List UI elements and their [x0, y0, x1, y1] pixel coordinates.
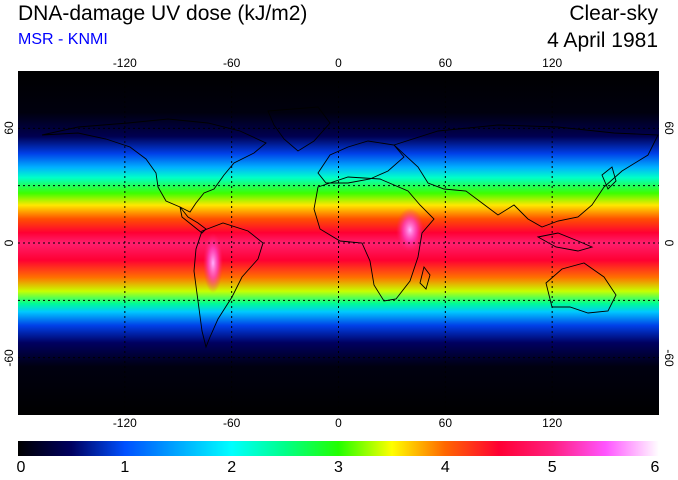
east-africa-hotspot [396, 208, 424, 252]
top-tick-label: -120 [112, 56, 137, 70]
map-title: DNA-damage UV dose (kJ/m2) [18, 2, 308, 25]
left-tick-label: 0 [2, 239, 16, 247]
sky-condition-label: Clear-sky [569, 2, 658, 25]
right-tick-label: 60 [662, 121, 676, 136]
central-america-coast [179, 206, 207, 234]
andes-hotspot [203, 233, 223, 293]
colorbar-label: 3 [334, 459, 343, 476]
japan-coast [601, 166, 617, 190]
colorbar-label: 6 [650, 459, 660, 476]
date-label: 4 April 1981 [547, 29, 658, 52]
top-tick-label: 60 [438, 56, 453, 70]
coastlines [41, 106, 659, 349]
colorbar-label: 2 [227, 459, 237, 476]
madagascar-coast [419, 265, 431, 290]
uv-dose-map [18, 71, 659, 415]
southeast-asia-islands [536, 232, 594, 252]
africa-coast [313, 176, 435, 302]
asia-coast [393, 124, 659, 228]
bottom-tick-label: 0 [335, 416, 342, 430]
colorbar-label: 0 [16, 459, 26, 476]
right-tick-label: -60 [662, 348, 676, 367]
australia-coast [545, 262, 617, 314]
top-tick-label: 0 [335, 56, 342, 70]
bottom-tick-label: -120 [112, 416, 137, 430]
left-tick-label: -60 [2, 348, 16, 367]
europe-coast [317, 140, 405, 184]
colorbar-label: 5 [547, 459, 557, 476]
bottom-tick-label: 60 [438, 416, 453, 430]
top-tick-label: -60 [222, 56, 241, 70]
map-canvas [18, 71, 659, 415]
greenland-coast [267, 106, 331, 152]
colorbar [18, 441, 659, 456]
left-tick-label: 60 [2, 121, 16, 136]
north-america-coast [41, 118, 267, 213]
right-tick-label: 0 [662, 239, 676, 247]
graticule [18, 71, 659, 415]
colorbar-label: 4 [440, 459, 450, 476]
bottom-tick-label: -60 [222, 416, 241, 430]
colorbar-label: 1 [120, 459, 130, 476]
bottom-tick-label: 120 [542, 416, 563, 430]
source-label: MSR - KNMI [18, 31, 108, 48]
south-america-coast [193, 222, 264, 349]
top-tick-label: 120 [542, 56, 563, 70]
